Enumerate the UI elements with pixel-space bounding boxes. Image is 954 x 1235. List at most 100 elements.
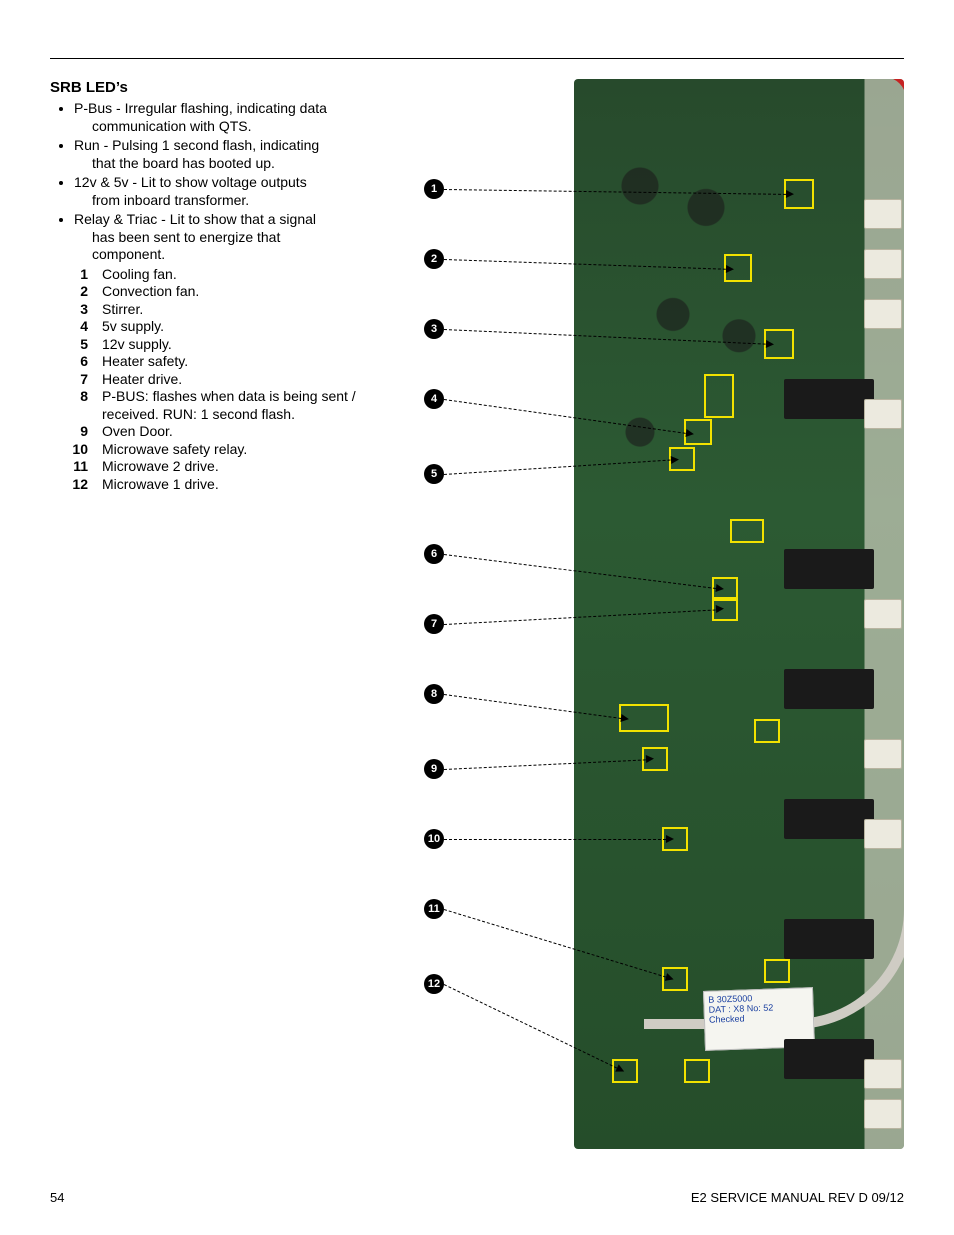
- arrowhead-icon: [716, 605, 724, 613]
- edge-connector: [864, 199, 902, 229]
- callout-badge: 7: [424, 614, 444, 634]
- callout: 11: [424, 899, 444, 919]
- numbered-item: 10Microwave safety relay.: [50, 441, 390, 459]
- item-number: 10: [50, 441, 102, 459]
- callout: 4: [424, 389, 444, 409]
- relay-component: [784, 1039, 874, 1079]
- page-number: 54: [50, 1190, 64, 1205]
- page: SRB LED’s P-Bus - Irregular flashing, in…: [0, 0, 954, 1235]
- callout: 5: [424, 464, 444, 484]
- bullet-list: P-Bus - Irregular flashing, indicating d…: [50, 100, 390, 264]
- numbered-item: 512v supply.: [50, 336, 390, 354]
- callout-badge: 3: [424, 319, 444, 339]
- highlight-box: [730, 519, 764, 543]
- bullet-continuation: that the board has booted up.: [74, 155, 390, 173]
- arrowhead-icon: [621, 714, 630, 723]
- sticker-line: Checked: [709, 1012, 809, 1025]
- item-number: 7: [50, 371, 102, 389]
- bullet-continuation: communication with QTS.: [74, 118, 390, 136]
- item-description: Microwave safety relay.: [102, 441, 390, 459]
- callout-badge: 4: [424, 389, 444, 409]
- callout: 10: [424, 829, 444, 849]
- edge-connector: [864, 249, 902, 279]
- callout-badge: 8: [424, 684, 444, 704]
- highlight-box: [704, 374, 734, 418]
- item-number: 4: [50, 318, 102, 336]
- bullet-continuation: component.: [74, 246, 390, 264]
- edge-connector: [864, 399, 902, 429]
- item-description: Heater safety.: [102, 353, 390, 371]
- relay-component: [784, 799, 874, 839]
- figure-column: B 30Z5000 DAT : X8 No: 52 Checked 123456…: [400, 79, 904, 1149]
- item-description: P-BUS: flashes when data is being sent /…: [102, 388, 390, 423]
- leader-line: [444, 839, 666, 840]
- item-description: Convection fan.: [102, 283, 390, 301]
- relay-component: [784, 919, 874, 959]
- item-description: Heater drive.: [102, 371, 390, 389]
- callout: 7: [424, 614, 444, 634]
- arrowhead-icon: [786, 190, 794, 198]
- edge-connector: [864, 1059, 902, 1089]
- relay-component: [784, 379, 874, 419]
- item-number: 3: [50, 301, 102, 319]
- numbered-item: 2Convection fan.: [50, 283, 390, 301]
- callout-badge: 5: [424, 464, 444, 484]
- callout-badge: 6: [424, 544, 444, 564]
- numbered-list: 1Cooling fan.2Convection fan.3Stirrer.45…: [50, 266, 390, 494]
- numbered-item: 7Heater drive.: [50, 371, 390, 389]
- bullet-continuation: from inboard transformer.: [74, 192, 390, 210]
- arrowhead-icon: [686, 429, 695, 438]
- highlight-box: [754, 719, 780, 743]
- numbered-item: 6Heater safety.: [50, 353, 390, 371]
- highlight-box: [684, 1059, 710, 1083]
- numbered-item: 3Stirrer.: [50, 301, 390, 319]
- numbered-item: 1Cooling fan.: [50, 266, 390, 284]
- callout-badge: 12: [424, 974, 444, 994]
- callout-badge: 11: [424, 899, 444, 919]
- bullet-item: Relay & Triac - Lit to show that a signa…: [74, 211, 390, 264]
- arrowhead-icon: [726, 265, 734, 273]
- item-number: 6: [50, 353, 102, 371]
- bullet-item: Run - Pulsing 1 second flash, indicating…: [74, 137, 390, 172]
- callout: 3: [424, 319, 444, 339]
- item-number: 1: [50, 266, 102, 284]
- numbered-item: 8P-BUS: flashes when data is being sent …: [50, 388, 390, 423]
- numbered-item: 9Oven Door.: [50, 423, 390, 441]
- item-description: Cooling fan.: [102, 266, 390, 284]
- callout: 6: [424, 544, 444, 564]
- arrowhead-icon: [766, 340, 774, 348]
- wire-red: [846, 79, 904, 217]
- bullet-item: 12v & 5v - Lit to show voltage outputsfr…: [74, 174, 390, 209]
- callout-badge: 9: [424, 759, 444, 779]
- edge-connector: [864, 599, 902, 629]
- arrowhead-icon: [671, 455, 679, 463]
- callout: 12: [424, 974, 444, 994]
- highlight-box: [764, 959, 790, 983]
- callout: 9: [424, 759, 444, 779]
- content-columns: SRB LED’s P-Bus - Irregular flashing, in…: [50, 79, 904, 1149]
- text-column: SRB LED’s P-Bus - Irregular flashing, in…: [50, 79, 390, 1149]
- arrowhead-icon: [666, 835, 674, 843]
- callout-badge: 2: [424, 249, 444, 269]
- item-description: 12v supply.: [102, 336, 390, 354]
- edge-connector: [864, 1099, 902, 1129]
- callout-badge: 1: [424, 179, 444, 199]
- numbered-item: 12Microwave 1 drive.: [50, 476, 390, 494]
- page-footer: 54 E2 SERVICE MANUAL REV D 09/12: [50, 1190, 904, 1205]
- item-description: Stirrer.: [102, 301, 390, 319]
- relay-component: [784, 549, 874, 589]
- top-rule: [50, 58, 904, 59]
- bullet-item: P-Bus - Irregular flashing, indicating d…: [74, 100, 390, 135]
- board-figure: B 30Z5000 DAT : X8 No: 52 Checked 123456…: [424, 79, 904, 1149]
- item-description: Microwave 1 drive.: [102, 476, 390, 494]
- numbered-item: 11Microwave 2 drive.: [50, 458, 390, 476]
- item-description: Oven Door.: [102, 423, 390, 441]
- callout: 8: [424, 684, 444, 704]
- item-description: Microwave 2 drive.: [102, 458, 390, 476]
- edge-connector: [864, 739, 902, 769]
- callout: 2: [424, 249, 444, 269]
- section-heading: SRB LED’s: [50, 79, 390, 96]
- item-number: 11: [50, 458, 102, 476]
- item-number: 9: [50, 423, 102, 441]
- item-number: 12: [50, 476, 102, 494]
